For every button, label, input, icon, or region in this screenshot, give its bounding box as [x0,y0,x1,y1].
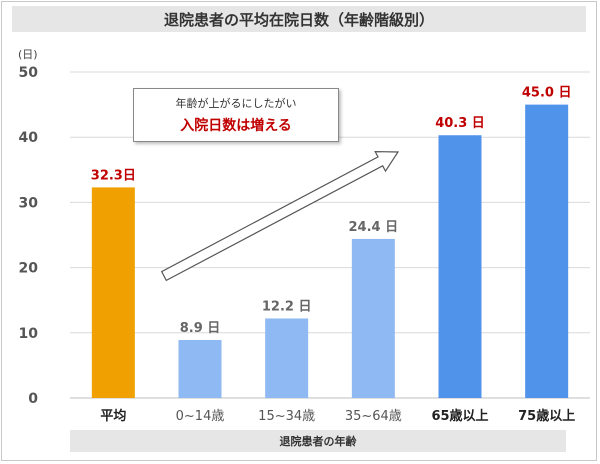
x-tick-label: 0~14歳 [176,409,225,424]
trend-arrow-icon [160,150,400,282]
x-tick-label: 平均 [100,408,126,424]
value-label: 45.0 日 [522,86,572,101]
y-tick-label: 30 [19,195,39,211]
x-tick-label: 35~64歳 [345,409,402,424]
bar [438,135,482,398]
y-tick-label: 50 [19,65,39,81]
value-label: 40.3 日 [435,116,485,131]
y-tick-label: 20 [19,261,39,277]
bar [91,187,135,398]
y-tick-labels: 0 10 20 30 40 50 [19,65,39,407]
x-tick-label: 15~34歳 [258,409,315,424]
value-labels: 32.3日 8.9 日 12.2 日 24.4 日 40.3 日 45.0 日 [91,86,572,336]
x-axis-label: 退院患者の年齢 [70,430,566,452]
callout-emphasis: 入院日数は増える [180,118,292,134]
bar [178,339,222,398]
y-tick-label: 10 [19,326,39,342]
x-tick-label: 75歳以上 [518,408,575,424]
value-label: 24.4 日 [349,220,399,235]
y-tick-label: 40 [19,130,39,146]
y-unit-label: (日) [18,48,38,61]
y-tick-label: 0 [28,391,38,407]
bar [265,318,309,398]
bars [91,104,569,398]
value-label: 8.9 日 [180,321,221,336]
chart-title: 退院患者の平均在院日数（年齢階級別） [12,6,586,32]
trend-arrow [160,150,400,282]
trend-callout: 年齢が上がるにしたがい 入院日数は増える [133,88,339,142]
value-label: 32.3日 [91,168,136,183]
value-label: 12.2 日 [262,299,312,314]
bar [351,238,395,398]
bar [525,104,569,398]
x-tick-label: 65歳以上 [431,408,488,424]
callout-text: 年齢が上がるにしたがい [175,97,297,110]
x-tick-labels: 平均 0~14歳 15~34歳 35~64歳 65歳以上 75歳以上 [100,408,575,424]
